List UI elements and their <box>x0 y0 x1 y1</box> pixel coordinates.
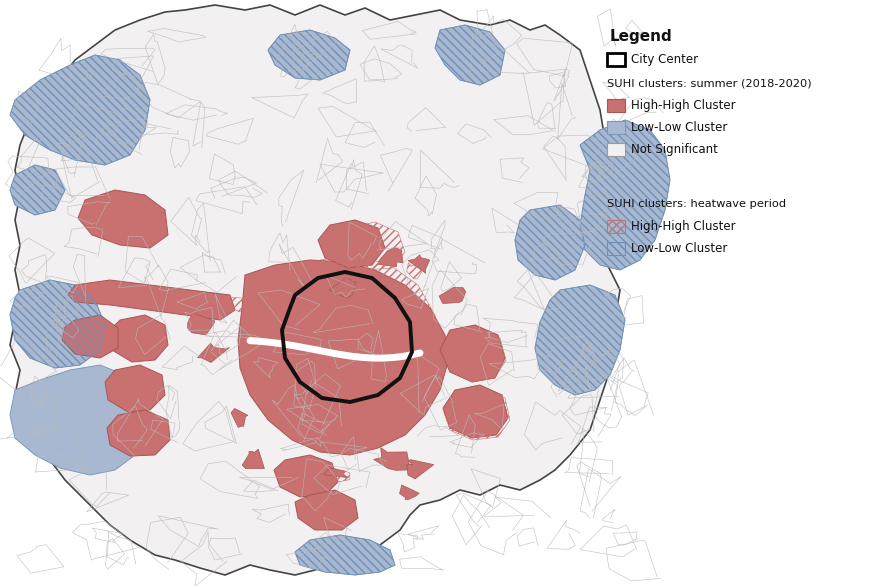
Polygon shape <box>62 315 118 358</box>
Polygon shape <box>108 315 168 362</box>
Polygon shape <box>439 287 466 304</box>
Polygon shape <box>238 260 448 455</box>
Text: Not Significant: Not Significant <box>631 143 718 156</box>
Polygon shape <box>443 385 508 438</box>
Text: City Center: City Center <box>631 53 698 66</box>
Bar <box>607 242 625 255</box>
Polygon shape <box>68 280 235 320</box>
Polygon shape <box>197 343 229 363</box>
Polygon shape <box>406 459 434 479</box>
Polygon shape <box>379 247 403 267</box>
Polygon shape <box>10 55 150 165</box>
Bar <box>607 121 625 134</box>
Polygon shape <box>535 285 625 395</box>
Bar <box>607 220 625 233</box>
Polygon shape <box>580 120 670 270</box>
Text: Legend: Legend <box>610 29 673 44</box>
Polygon shape <box>268 30 350 80</box>
Bar <box>607 99 625 112</box>
Polygon shape <box>10 5 620 575</box>
Polygon shape <box>107 410 170 456</box>
Text: Low-Low Cluster: Low-Low Cluster <box>631 242 727 255</box>
Polygon shape <box>10 280 105 368</box>
Polygon shape <box>515 205 585 280</box>
Polygon shape <box>10 365 145 475</box>
Text: SUHI clusters: summer (2018-2020): SUHI clusters: summer (2018-2020) <box>607 78 812 88</box>
Polygon shape <box>399 485 419 500</box>
Text: High-High Cluster: High-High Cluster <box>631 220 735 233</box>
Polygon shape <box>295 535 395 575</box>
Polygon shape <box>329 278 356 298</box>
Bar <box>607 53 625 66</box>
Polygon shape <box>188 313 215 335</box>
Polygon shape <box>105 365 165 412</box>
Polygon shape <box>10 165 65 215</box>
Text: Low-Low Cluster: Low-Low Cluster <box>631 121 727 134</box>
Polygon shape <box>440 325 505 382</box>
Polygon shape <box>231 408 248 427</box>
Polygon shape <box>435 25 505 85</box>
Polygon shape <box>78 190 168 248</box>
Polygon shape <box>295 490 358 530</box>
Polygon shape <box>408 255 429 273</box>
Polygon shape <box>373 448 411 471</box>
Polygon shape <box>324 468 348 478</box>
Text: SUHI clusters: heatwave period: SUHI clusters: heatwave period <box>607 199 786 209</box>
Polygon shape <box>318 220 385 268</box>
Text: High-High Cluster: High-High Cluster <box>631 99 735 112</box>
Polygon shape <box>242 449 265 469</box>
Polygon shape <box>274 455 338 497</box>
Bar <box>607 143 625 156</box>
